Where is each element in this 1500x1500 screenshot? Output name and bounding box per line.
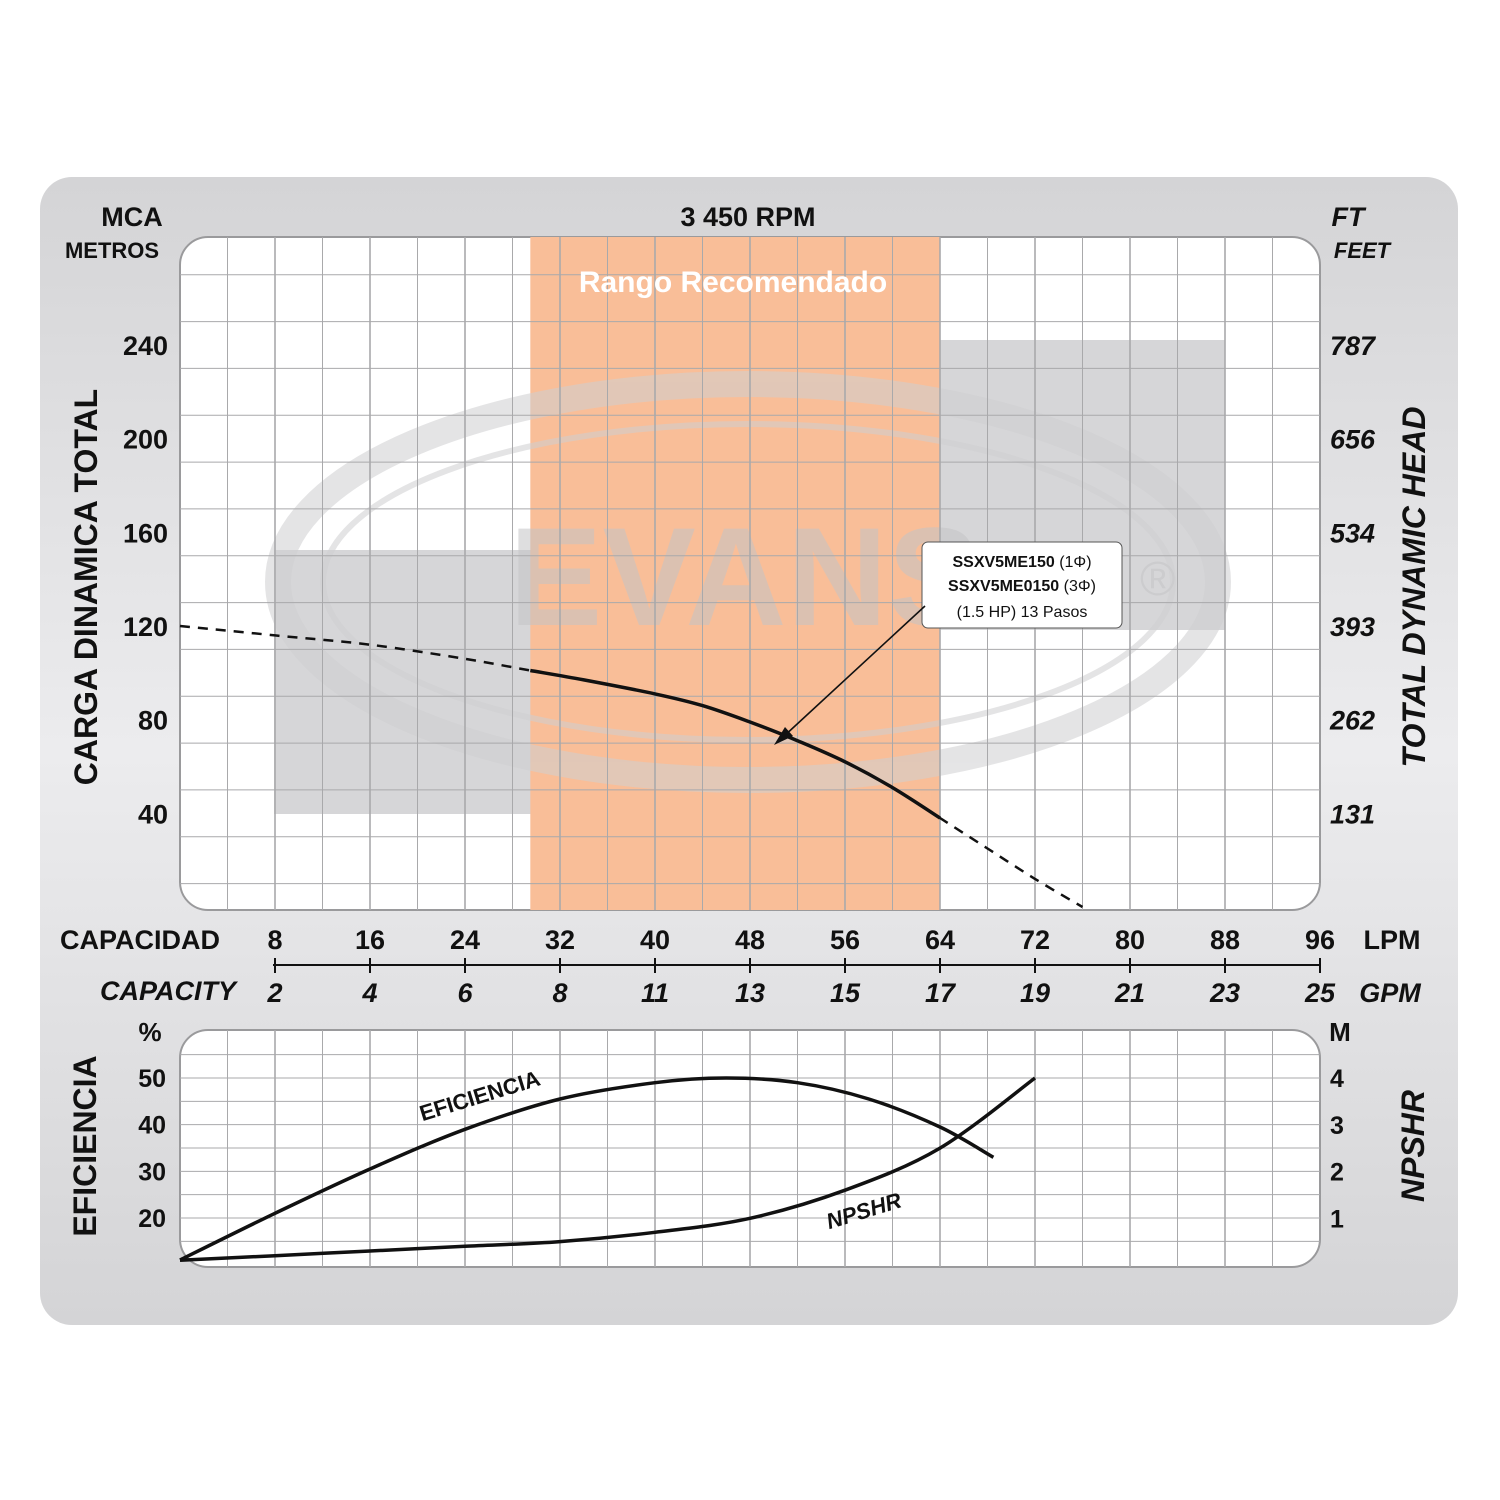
capacity-tick-lpm: 48 [735,925,765,955]
callout-phase-1: (1Φ) [1055,554,1092,571]
efficiency-grid [180,1030,1320,1267]
right-unit-label: FT [1332,202,1367,232]
efficiency-unit-left: % [138,1017,161,1047]
y-tick-left: 120 [123,612,168,642]
recommended-range-band [530,237,940,910]
callout-line-3: (1.5 HP) 13 Pasos [957,604,1088,621]
callout-model-2: SSXV5ME0150 [948,578,1059,595]
npshr-curve [179,1076,1037,1263]
capacity-unit-lpm: LPM [1364,925,1421,955]
capacity-tick-lpm: 40 [640,925,670,955]
efficiency-y-title-left: EFICIENCIA [67,1055,103,1236]
head-y-ticks: 40 131 80 262 120 393 160 534 200 656 240 787 [123,331,1377,829]
head-chart: EVANS ® Rango Recomendado 40 131 80 262 120 3… [123,236,1377,911]
y-tick-left: 40 [138,799,168,829]
watermark-brand: EVANS [509,498,981,655]
capacity-tick-gpm: 13 [735,978,765,1008]
capacity-tick-gpm: 17 [925,978,957,1008]
capacity-tick-gpm: 21 [1114,978,1145,1008]
capacity-tick-lpm: 80 [1115,925,1145,955]
y-tick-right: 534 [1330,518,1375,548]
y-tick-right: 656 [1330,425,1376,455]
watermark-registered: ® [1140,553,1175,606]
callout-arrow-head [774,727,793,745]
left-unit-label: MCA [101,202,163,232]
efficiency-curve [179,1076,995,1262]
capacity-axis: CAPACIDAD CAPACITY LPM GPM 8 16 24 32 40 48 56… [60,925,1421,1008]
capacity-tick-lpm: 8 [267,925,282,955]
model-callout: SSXV5ME150 (1Φ) SSXV5ME0150 (3Φ) (1.5 HP… [774,541,1123,745]
capacity-tick-gpm: 19 [1020,978,1050,1008]
efficiency-y-tick: 20 [138,1205,166,1233]
recommended-range-label: Rango Recomendado [579,266,887,299]
y-tick-right: 393 [1330,612,1375,642]
efficiency-y-tick: 30 [138,1158,166,1186]
capacity-tick-lpm: 96 [1305,925,1335,955]
capacity-tick-lpm: 24 [450,925,480,955]
efficiency-y-title-right: NPSHR [1395,1090,1431,1202]
npshr-y-tick: 4 [1330,1065,1344,1093]
y-tick-left: 240 [123,331,168,361]
y-tick-left: 200 [123,425,168,455]
capacity-tick-gpm: 25 [1304,978,1336,1008]
capacity-label-en: CAPACITY [100,976,239,1006]
y-tick-right: 787 [1330,331,1377,361]
capacity-tick-gpm: 8 [552,978,567,1008]
capacity-unit-gpm: GPM [1359,978,1421,1008]
head-y-title-left: CARGA DINAMICA TOTAL [68,389,104,785]
capacity-tick-gpm: 15 [830,978,861,1008]
y-tick-left: 160 [123,518,168,548]
capacity-tick-lpm: 72 [1020,925,1050,955]
efficiency-y-ticks: 20 1 30 2 40 3 50 4 [138,1065,1344,1233]
capacity-tick-lpm: 32 [545,925,575,955]
capacity-tick-gpm: 4 [361,978,377,1008]
callout-box [921,541,1123,629]
rpm-title: 3 450 RPM [680,202,815,232]
capacity-tick-gpm: 6 [457,978,473,1008]
capacity-tick-lpm: 56 [830,925,860,955]
y-tick-left: 80 [138,706,168,736]
callout-line-1: SSXV5ME150 (1Φ) [952,554,1091,571]
capacity-tick-gpm: 11 [641,978,669,1008]
npshr-y-tick: 3 [1330,1112,1344,1140]
callout-line-2: SSXV5ME0150 (3Φ) [948,578,1096,595]
efficiency-y-tick: 50 [138,1065,166,1093]
head-y-title-right: TOTAL DYNAMIC HEAD [1396,407,1432,768]
watermark-logo: EVANS ® [265,371,1231,793]
watermark-gray-block-left [274,550,538,814]
efficiency-y-tick: 40 [138,1112,166,1140]
npshr-y-tick: 2 [1330,1159,1344,1187]
capacity-label-es: CAPACIDAD [60,925,220,955]
capacity-tick-gpm: 23 [1209,978,1240,1008]
capacity-ticks: 8 16 24 32 40 48 56 64 72 80 88 962 4 6 8 11 13 15 17 19 21 2… [266,925,1336,1008]
head-curve [529,668,941,820]
left-unit-sublabel: METROS [65,238,159,263]
capacity-tick-gpm: 2 [266,978,282,1008]
y-tick-right: 262 [1329,706,1375,736]
efficiency-unit-right: M [1329,1017,1351,1047]
capacity-tick-lpm: 64 [925,925,955,955]
capacity-tick-lpm: 16 [355,925,385,955]
callout-phase-2: (3Φ) [1059,578,1096,595]
callout-arrow-shaft [781,605,926,739]
right-unit-sublabel: FEET [1334,238,1392,263]
npshr-y-tick: 1 [1330,1205,1344,1233]
efficiency-chart: 20 130 240 350 4 EFICIENCIA NPSHR [138,1029,1344,1268]
callout-model-1: SSXV5ME150 [952,554,1054,571]
y-tick-right: 131 [1330,799,1375,829]
capacity-tick-lpm: 88 [1210,925,1240,955]
